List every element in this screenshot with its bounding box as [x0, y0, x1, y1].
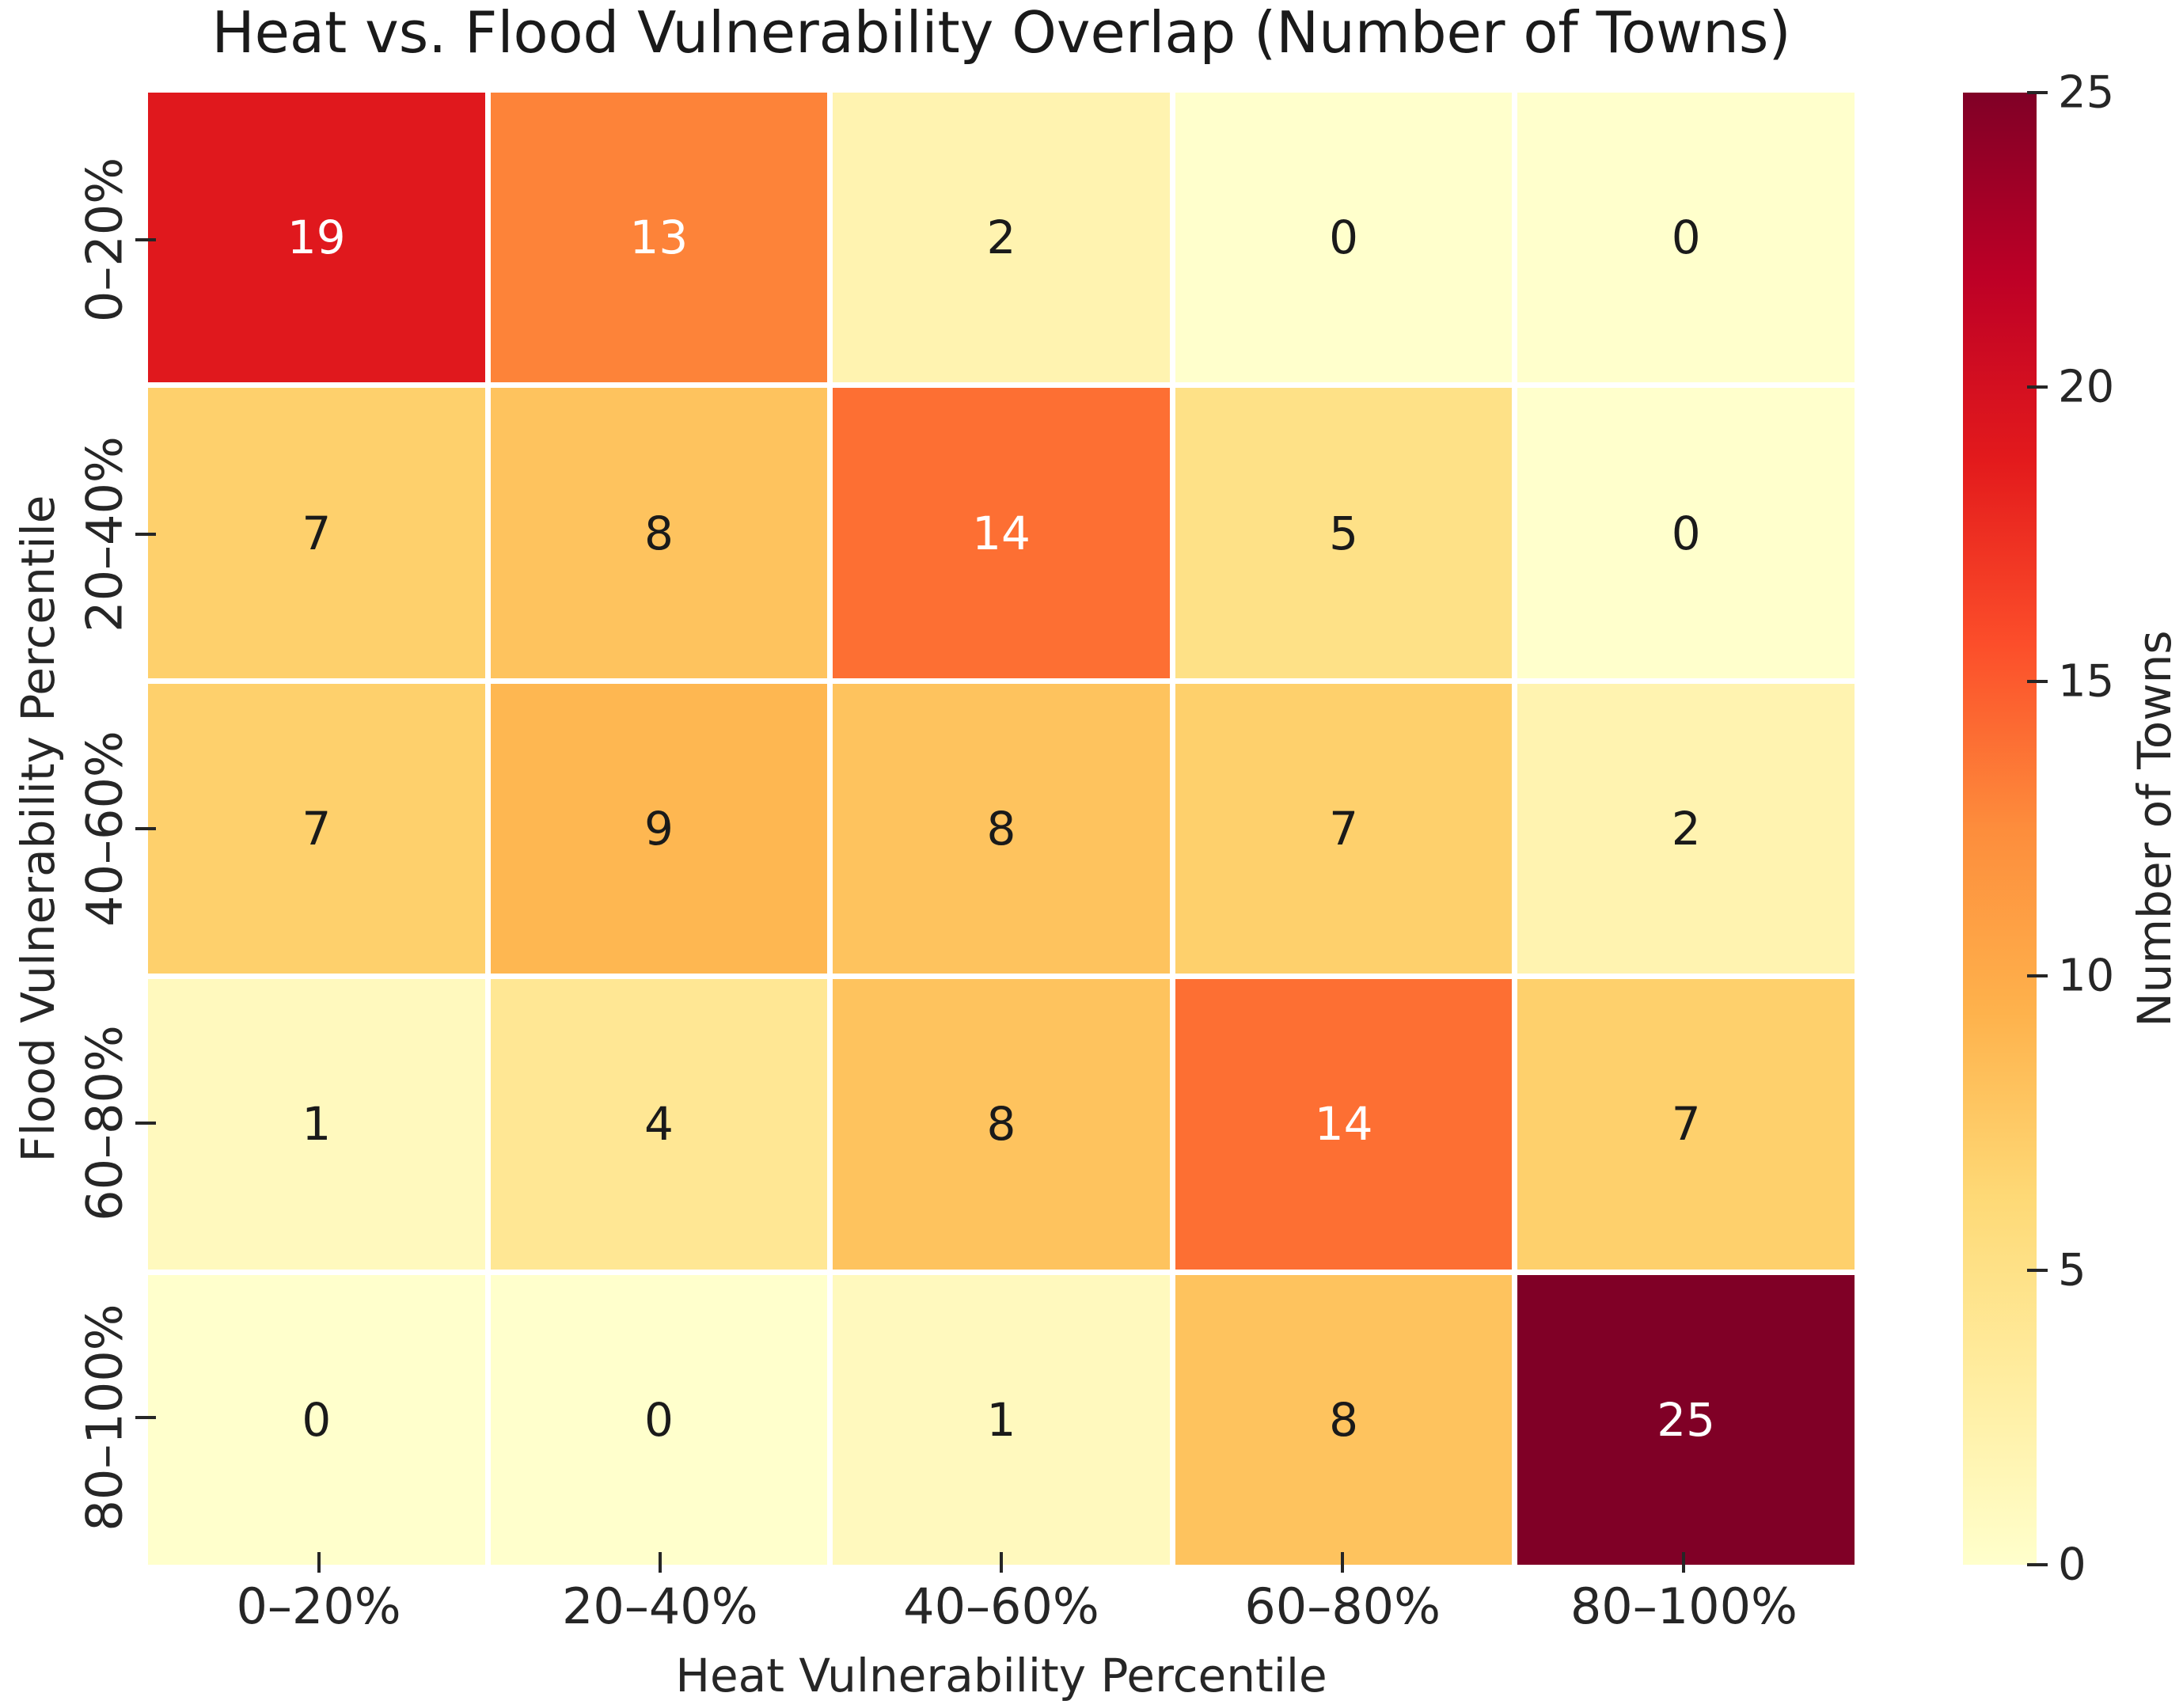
x-tick-label: 80–100% — [1570, 1577, 1798, 1635]
y-tick-mark — [135, 1122, 156, 1125]
colorbar-tick-mark — [2027, 974, 2048, 977]
x-tick-mark — [1000, 1552, 1003, 1573]
heatmap-cell: 13 — [490, 93, 828, 383]
colorbar — [1963, 93, 2037, 1565]
x-tick-label: 60–80% — [1244, 1577, 1441, 1635]
x-axis-title: Heat Vulnerability Percentile — [675, 1649, 1327, 1702]
cell-value: 19 — [287, 211, 346, 265]
y-tick-label: 40–60% — [75, 731, 134, 927]
heatmap-cell: 25 — [1517, 1274, 1855, 1565]
x-tick-mark — [317, 1552, 321, 1573]
colorbar-tick-label: 25 — [2058, 66, 2115, 119]
colorbar-tick-mark — [2027, 680, 2048, 683]
cell-value: 0 — [1671, 506, 1701, 560]
cell-value: 7 — [302, 506, 332, 560]
cell-value: 8 — [986, 1097, 1016, 1152]
heatmap-cell: 0 — [1175, 93, 1513, 383]
y-tick-label: 20–40% — [75, 436, 134, 632]
cell-value: 2 — [1671, 801, 1701, 856]
y-tick-mark — [135, 533, 156, 536]
cell-value: 7 — [302, 801, 332, 856]
y-tick-label: 60–80% — [75, 1025, 134, 1221]
heatmap-cell: 14 — [1175, 979, 1513, 1270]
x-tick-label: 20–40% — [561, 1577, 758, 1635]
colorbar-tick-label: 15 — [2058, 655, 2115, 708]
cell-value: 7 — [1329, 801, 1359, 856]
cell-value: 0 — [644, 1392, 674, 1447]
heatmap-cell: 8 — [833, 979, 1170, 1270]
cell-value: 25 — [1657, 1392, 1716, 1447]
y-tick-label: 80–100% — [75, 1304, 134, 1532]
x-tick-label: 40–60% — [903, 1577, 1099, 1635]
x-tick-mark — [1341, 1552, 1345, 1573]
cell-value: 8 — [986, 801, 1016, 856]
cell-value: 4 — [644, 1097, 674, 1152]
heatmap-cell: 2 — [833, 93, 1170, 383]
colorbar-tick-mark — [2027, 385, 2048, 389]
cell-value: 0 — [1671, 211, 1701, 265]
colorbar-tick-label: 10 — [2058, 950, 2115, 1002]
y-tick-mark — [135, 238, 156, 241]
heatmap-cell: 9 — [490, 683, 828, 974]
cell-value: 1 — [302, 1097, 332, 1152]
heatmap-cell: 7 — [148, 683, 485, 974]
cell-value: 14 — [1314, 1097, 1373, 1152]
heatmap-cell: 0 — [1517, 93, 1855, 383]
heatmap-cell: 4 — [490, 979, 828, 1270]
cell-value: 8 — [1329, 1392, 1359, 1447]
colorbar-tick-mark — [2027, 1269, 2048, 1272]
x-tick-mark — [658, 1552, 662, 1573]
y-tick-mark — [135, 1416, 156, 1419]
x-tick-mark — [1682, 1552, 1686, 1573]
heatmap-cell: 7 — [1517, 979, 1855, 1270]
colorbar-tick-label: 5 — [2058, 1244, 2086, 1296]
heatmap-cell: 5 — [1175, 388, 1513, 678]
cell-value: 0 — [302, 1392, 332, 1447]
heatmap-cell: 7 — [1175, 683, 1513, 974]
y-tick-label: 0–20% — [75, 157, 134, 323]
heatmap-cell: 7 — [148, 388, 485, 678]
heatmap-cell: 1 — [148, 979, 485, 1270]
heatmap-cell: 0 — [490, 1274, 828, 1565]
colorbar-label: Number of Towns — [2128, 630, 2181, 1027]
cell-value: 0 — [1329, 211, 1359, 265]
cell-value: 13 — [629, 211, 689, 265]
heatmap-cell: 2 — [1517, 683, 1855, 974]
heatmap-cell: 19 — [148, 93, 485, 383]
heatmap-cell: 8 — [490, 388, 828, 678]
heatmap-grid: 19 13 2 0 0 7 8 14 5 0 7 9 8 7 2 1 4 8 14 7 0 0 1 8 25 — [148, 93, 1855, 1565]
cell-value: 2 — [986, 211, 1016, 265]
colorbar-tick-label: 20 — [2058, 361, 2115, 413]
cell-value: 14 — [972, 506, 1031, 560]
x-tick-label: 0–20% — [236, 1577, 401, 1635]
y-axis-title: Flood Vulnerability Percentile — [11, 495, 65, 1163]
cell-value: 7 — [1671, 1097, 1701, 1152]
cell-value: 1 — [986, 1392, 1016, 1447]
chart-title: Heat vs. Flood Vulnerability Overlap (Nu… — [211, 0, 1791, 66]
cell-value: 9 — [644, 801, 674, 856]
heatmap-cell: 0 — [1517, 388, 1855, 678]
cell-value: 8 — [644, 506, 674, 560]
colorbar-tick-mark — [2027, 1563, 2048, 1566]
heatmap-cell: 14 — [833, 388, 1170, 678]
heatmap-cell: 0 — [148, 1274, 485, 1565]
heatmap-cell: 8 — [833, 683, 1170, 974]
heatmap-cell: 1 — [833, 1274, 1170, 1565]
y-tick-mark — [135, 827, 156, 830]
colorbar-tick-mark — [2027, 91, 2048, 94]
cell-value: 5 — [1329, 506, 1359, 560]
colorbar-tick-label: 0 — [2058, 1539, 2086, 1591]
heatmap-cell: 8 — [1175, 1274, 1513, 1565]
